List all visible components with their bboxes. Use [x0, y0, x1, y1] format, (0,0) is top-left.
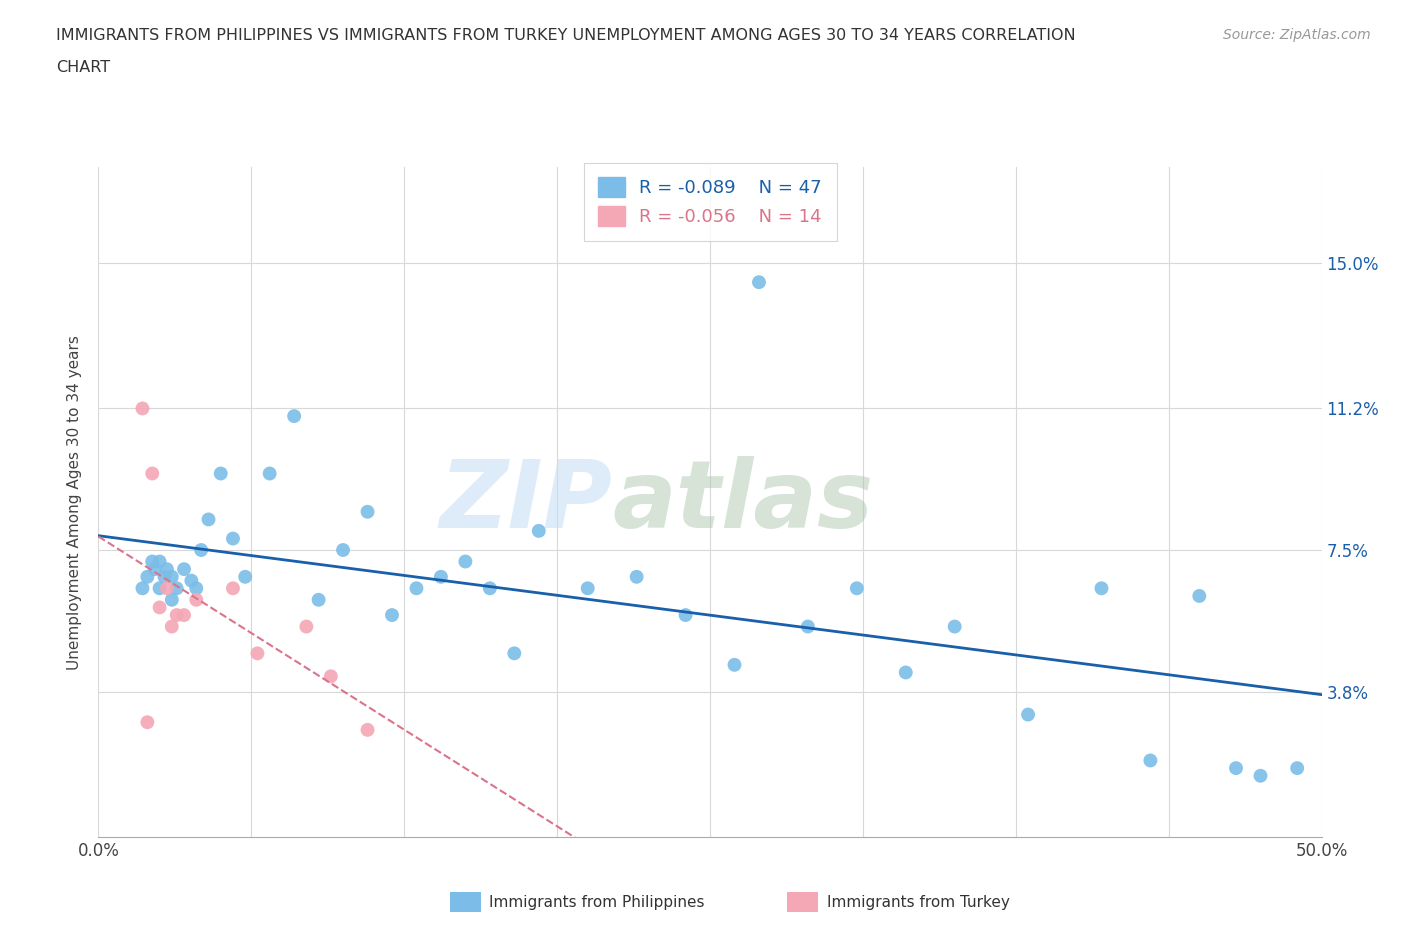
- Point: [222, 581, 245, 596]
- Point: [209, 466, 232, 481]
- Point: [160, 569, 183, 584]
- Point: [503, 646, 526, 661]
- Point: [131, 401, 153, 416]
- Point: [454, 554, 477, 569]
- Point: [943, 619, 966, 634]
- Text: atlas: atlas: [612, 457, 873, 548]
- Point: [153, 569, 176, 584]
- Point: [166, 581, 188, 596]
- Point: [626, 569, 648, 584]
- Point: [748, 274, 770, 289]
- Point: [149, 554, 172, 569]
- Point: [222, 531, 245, 546]
- Text: CHART: CHART: [56, 60, 110, 75]
- Point: [675, 607, 697, 622]
- Point: [576, 581, 599, 596]
- Point: [1139, 753, 1161, 768]
- Point: [1249, 768, 1271, 783]
- Point: [156, 562, 179, 577]
- Point: [141, 554, 163, 569]
- Point: [356, 504, 378, 519]
- Point: [283, 408, 305, 423]
- Point: [1225, 761, 1247, 776]
- Point: [173, 607, 195, 622]
- Point: [845, 581, 868, 596]
- Point: [149, 581, 172, 596]
- Point: [259, 466, 281, 481]
- Legend: R = -0.089    N = 47, R = -0.056    N = 14: R = -0.089 N = 47, R = -0.056 N = 14: [583, 163, 837, 241]
- Point: [143, 562, 166, 577]
- Point: [156, 581, 179, 596]
- Text: Immigrants from Turkey: Immigrants from Turkey: [827, 895, 1010, 910]
- Y-axis label: Unemployment Among Ages 30 to 34 years: Unemployment Among Ages 30 to 34 years: [67, 335, 83, 670]
- Point: [160, 619, 183, 634]
- Text: Source: ZipAtlas.com: Source: ZipAtlas.com: [1223, 28, 1371, 42]
- Point: [131, 581, 153, 596]
- Point: [1188, 589, 1211, 604]
- Point: [173, 562, 195, 577]
- Point: [197, 512, 219, 527]
- Point: [295, 619, 318, 634]
- Point: [308, 592, 330, 607]
- Point: [723, 658, 745, 672]
- Point: [180, 573, 202, 588]
- Text: Immigrants from Philippines: Immigrants from Philippines: [489, 895, 704, 910]
- Point: [894, 665, 917, 680]
- Text: ZIP: ZIP: [439, 457, 612, 548]
- Point: [136, 569, 159, 584]
- Point: [430, 569, 453, 584]
- Point: [527, 524, 550, 538]
- Point: [1090, 581, 1112, 596]
- Point: [186, 592, 208, 607]
- Point: [381, 607, 404, 622]
- Point: [478, 581, 501, 596]
- Point: [1286, 761, 1309, 776]
- Point: [356, 723, 378, 737]
- Point: [332, 542, 354, 557]
- Point: [136, 715, 159, 730]
- Point: [405, 581, 427, 596]
- Point: [160, 592, 183, 607]
- Point: [1017, 707, 1039, 722]
- Point: [149, 600, 172, 615]
- Point: [141, 466, 163, 481]
- Point: [233, 569, 256, 584]
- Point: [166, 607, 188, 622]
- Point: [797, 619, 820, 634]
- Point: [319, 669, 342, 684]
- Text: IMMIGRANTS FROM PHILIPPINES VS IMMIGRANTS FROM TURKEY UNEMPLOYMENT AMONG AGES 30: IMMIGRANTS FROM PHILIPPINES VS IMMIGRANT…: [56, 28, 1076, 43]
- Point: [186, 581, 208, 596]
- Point: [190, 542, 212, 557]
- Point: [246, 646, 269, 661]
